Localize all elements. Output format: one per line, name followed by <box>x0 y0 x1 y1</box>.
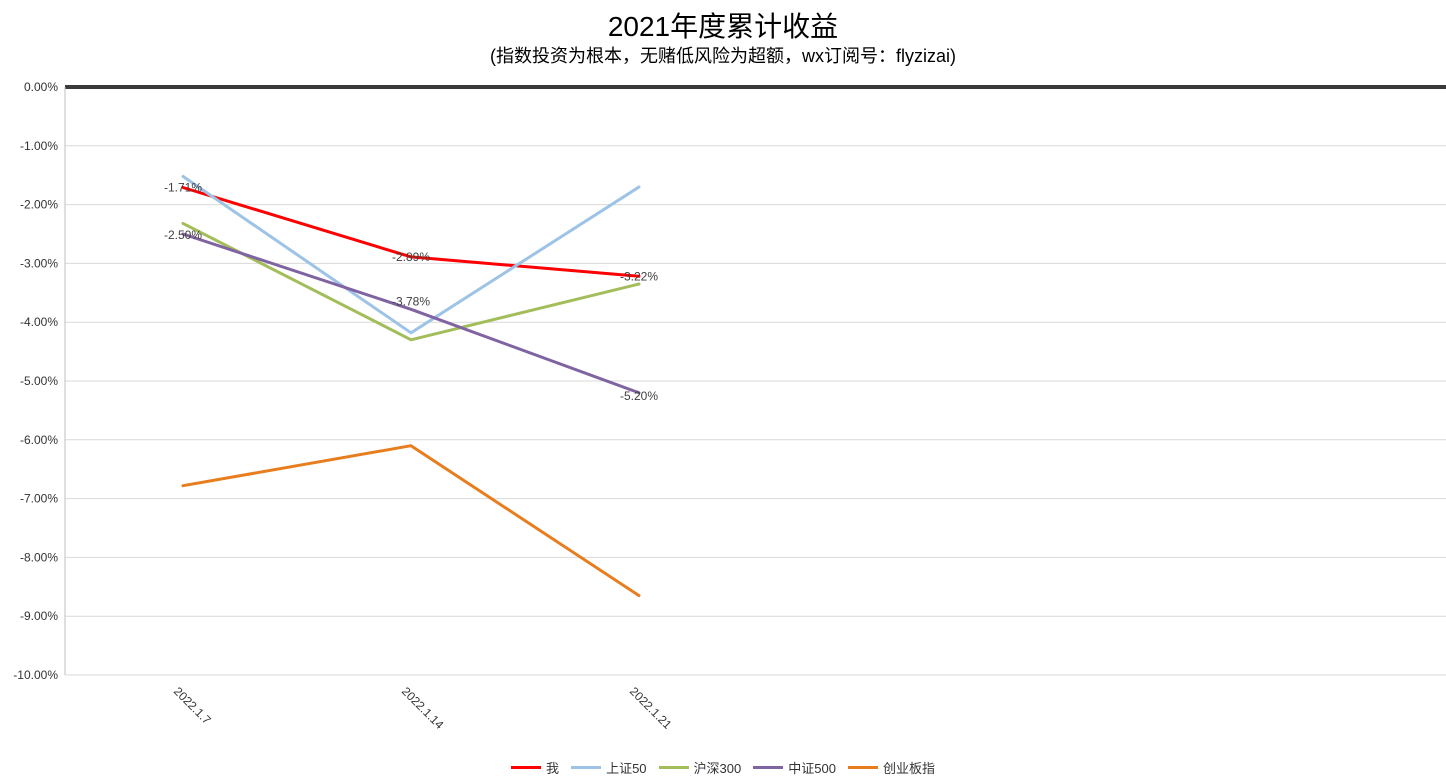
y-tick-label: -8.00% <box>20 550 58 564</box>
legend-label: 中证500 <box>788 760 836 776</box>
data-label: -2.89% <box>392 250 430 264</box>
y-tick-label: -7.00% <box>20 492 58 506</box>
legend-item-4: 创业板指 <box>847 758 935 777</box>
legend-item-0: 我 <box>511 758 559 777</box>
x-tick-label: 2022.1.7 <box>171 684 214 727</box>
series-line-0 <box>181 186 641 278</box>
legend-item-2: 沪深300 <box>658 758 742 777</box>
data-label: -5.20% <box>620 389 658 403</box>
legend-line-swatch <box>847 765 878 769</box>
series-line-3 <box>181 232 641 395</box>
legend-label: 我 <box>546 760 560 776</box>
y-tick-label: -9.00% <box>20 609 58 623</box>
y-tick-label: -5.00% <box>20 374 58 388</box>
x-tick-label: 2022.1.14 <box>399 684 447 732</box>
legend-label: 沪深300 <box>693 760 742 776</box>
y-tick-label: -1.00% <box>20 139 58 153</box>
data-label: -2.50% <box>164 228 202 242</box>
y-tick-label: -6.00% <box>20 433 58 447</box>
y-tick-label: -10.00% <box>13 668 58 682</box>
chart-title: 2021年度累计收益 <box>607 11 839 42</box>
series-line-2 <box>181 221 641 342</box>
y-tick-label: -3.00% <box>20 256 58 270</box>
data-label: -1.71% <box>164 181 202 195</box>
chart-header: 2021年度累计收益 (指数投资为根本，无赌低风险为超额，wx订阅号：flyzi… <box>0 0 1446 70</box>
legend-item-1: 上证50 <box>571 758 647 777</box>
legend-line-swatch <box>658 765 689 769</box>
legend-label: 上证50 <box>606 760 647 776</box>
series-line-4 <box>181 444 641 598</box>
chart-subtitle: (指数投资为根本，无赌低风险为超额，wx订阅号：flyzizai) <box>490 46 956 66</box>
y-tick-label: -2.00% <box>20 198 58 212</box>
chart-legend: 我 上证50 沪深300 中证500 创业板指 <box>0 754 1446 780</box>
line-chart: 0.00% -1.00% -2.00% -3.00% -4.00% -5.00% -6.00… <box>13 80 1446 732</box>
legend-item-3: 中证500 <box>753 758 836 777</box>
series-line-1 <box>181 174 641 335</box>
legend-line-swatch <box>511 765 542 769</box>
legend-line-swatch <box>753 765 784 769</box>
data-label: -3.22% <box>620 269 658 283</box>
data-label: -3.78% <box>392 294 430 308</box>
y-tick-label: 0.00% <box>24 80 58 94</box>
x-tick-label: 2022.1.21 <box>627 684 675 732</box>
y-tick-label: -4.00% <box>20 315 58 329</box>
legend-line-swatch <box>571 765 602 769</box>
legend-label: 创业板指 <box>882 760 935 776</box>
